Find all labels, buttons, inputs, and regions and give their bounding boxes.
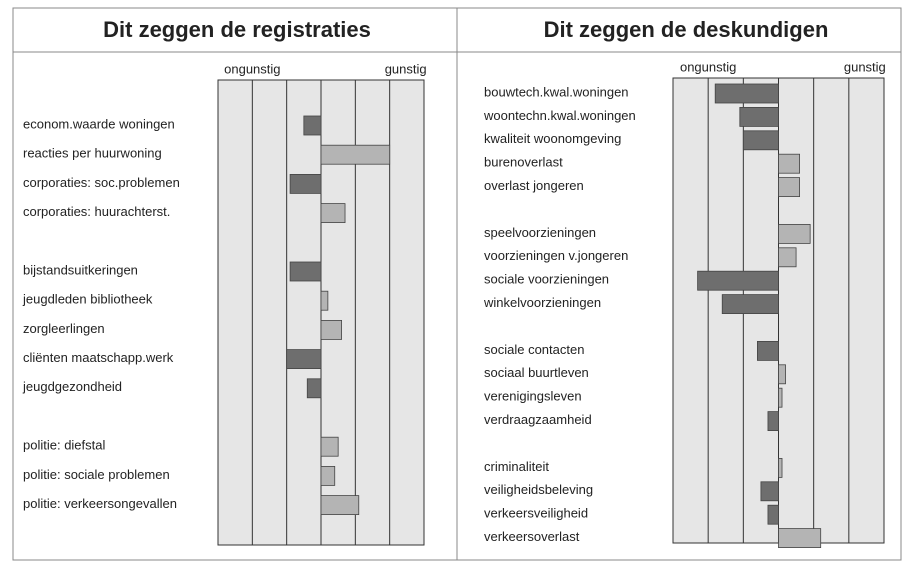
category-label: sociale contacten — [484, 342, 584, 357]
axis-label: gunstig — [385, 61, 427, 76]
bar — [778, 528, 822, 548]
bar — [757, 340, 779, 361]
bar — [320, 203, 346, 224]
category-label: kwaliteit woonomgeving — [484, 131, 621, 146]
category-label: econom.waarde woningen — [23, 116, 175, 131]
category-label: cliënten maatschapp.werk — [23, 350, 174, 365]
category-label: jeugdleden bibliotheek — [22, 292, 153, 307]
category-label: sociaal buurtleven — [484, 365, 589, 380]
bar — [320, 319, 343, 340]
category-label: sociale voorzieningen — [484, 272, 609, 287]
category-label: reacties per huurwoning — [23, 146, 162, 161]
chart-title: Dit zeggen de registraties — [103, 17, 371, 42]
category-label: veiligheidsbeleving — [484, 482, 593, 497]
category-label: zorgleerlingen — [23, 321, 105, 336]
bar — [778, 387, 783, 408]
bar — [289, 261, 322, 282]
bar — [778, 247, 797, 268]
category-label: verkeersveiligheid — [484, 506, 588, 521]
category-label: verdraagzaamheid — [484, 412, 592, 427]
category-label: woontechn.kwal.woningen — [483, 108, 636, 123]
bar — [320, 144, 391, 165]
category-label: corporaties: huurachterst. — [23, 204, 170, 219]
bar — [306, 378, 322, 399]
bar — [303, 115, 322, 136]
axis-label: ongunstig — [680, 59, 736, 74]
bar — [697, 270, 779, 291]
bar — [778, 177, 801, 198]
category-label: politie: sociale problemen — [23, 467, 170, 482]
bar — [778, 364, 786, 385]
category-label: bijstandsuitkeringen — [23, 262, 138, 277]
bar — [721, 294, 779, 315]
axis-label: ongunstig — [224, 61, 280, 76]
bar — [778, 153, 801, 174]
axis-label: gunstig — [844, 59, 886, 74]
category-label: politie: diefstal — [23, 438, 105, 453]
category-label: overlast jongeren — [484, 178, 584, 193]
category-label: voorzieningen v.jongeren — [484, 248, 628, 263]
bar — [320, 436, 339, 457]
bar — [760, 481, 779, 502]
category-label: winkelvoorzieningen — [483, 295, 601, 310]
bar — [320, 465, 336, 486]
category-label: corporaties: soc.problemen — [23, 175, 180, 190]
bar — [778, 223, 811, 244]
bar — [767, 504, 779, 525]
bar — [778, 457, 783, 478]
category-label: verenigingsleven — [484, 389, 582, 404]
bar — [289, 173, 322, 194]
bar — [320, 290, 329, 311]
category-label: verkeersoverlast — [484, 529, 580, 544]
category-label: burenoverlast — [484, 155, 563, 170]
bar — [320, 495, 360, 516]
category-label: jeugdgezondheid — [22, 379, 122, 394]
chart-title: Dit zeggen de deskundigen — [544, 17, 829, 42]
category-label: criminaliteit — [484, 459, 549, 474]
bar — [714, 83, 779, 104]
bar — [739, 107, 779, 127]
category-label: bouwtech.kwal.woningen — [484, 84, 629, 99]
category-label: speelvoorzieningen — [484, 225, 596, 240]
bar — [767, 411, 779, 432]
category-label: politie: verkeersongevallen — [23, 496, 177, 511]
bar — [286, 349, 322, 370]
bar — [742, 130, 779, 151]
